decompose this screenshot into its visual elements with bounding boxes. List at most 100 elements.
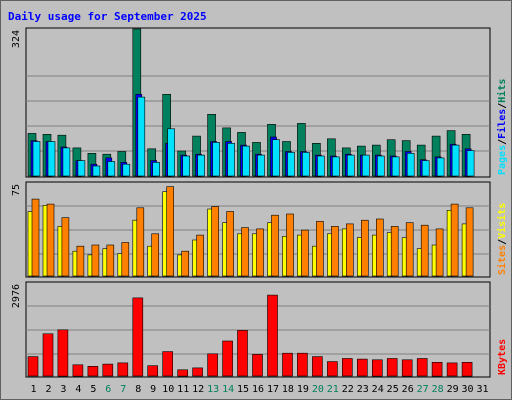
x-tick-label-19: 19 — [297, 384, 309, 395]
x-tick-label-8: 8 — [135, 384, 141, 395]
bar-kbytes-12 — [192, 367, 203, 377]
bar-sites-18 — [286, 213, 294, 277]
x-tick-label-12: 12 — [192, 384, 204, 395]
bar-sites-9 — [151, 233, 159, 277]
bar-pages-4 — [77, 160, 86, 177]
bar-pages-9 — [152, 162, 160, 177]
bar-kbytes-13 — [207, 353, 218, 377]
bar-pages-15 — [242, 145, 250, 177]
x-tick-label-2: 2 — [45, 384, 51, 395]
bar-sites-15 — [241, 227, 249, 277]
y-max-label: 75 — [11, 184, 22, 196]
bar-kbytes-23 — [356, 358, 368, 377]
x-tick-labels: 1 2 3 4 5 6 7 8 9 10 11 12 13 14 15 16 17 18 19 20 21 22 23 24 2… — [30, 384, 488, 395]
bar-sites-2 — [46, 203, 55, 277]
bar-sites-3 — [61, 217, 70, 277]
legend-item: Sites — [496, 245, 508, 275]
x-tick-label-28: 28 — [432, 384, 444, 395]
x-tick-label-4: 4 — [75, 384, 81, 395]
bar-sites-30 — [465, 207, 474, 277]
legend-item: / — [497, 103, 508, 109]
bar-pages-24 — [376, 155, 385, 177]
bar-sites-29 — [450, 203, 459, 277]
x-tick-label-10: 10 — [162, 384, 174, 395]
bar-sites-8 — [136, 207, 145, 277]
bar-kbytes-17 — [267, 294, 278, 377]
bar-kbytes-24 — [371, 359, 383, 377]
bar-sites-21 — [331, 226, 339, 277]
bar-kbytes-21 — [327, 361, 338, 377]
bar-sites-16 — [256, 228, 264, 277]
bar-pages-23 — [361, 154, 370, 177]
bar-sites-4 — [76, 245, 85, 277]
x-tick-label-26: 26 — [402, 384, 414, 395]
legend-hits_files_pages: Pages/Files/Hits — [496, 79, 508, 175]
bar-sites-11 — [181, 250, 189, 277]
bar-kbytes-3 — [57, 329, 69, 377]
bar-pages-10 — [167, 128, 175, 177]
bar-pages-21 — [332, 156, 340, 177]
bar-pages-17 — [272, 139, 280, 177]
bar-sites-17 — [271, 214, 279, 277]
bar-pages-18 — [287, 152, 295, 177]
bar-pages-25 — [391, 156, 400, 177]
bar-pages-6 — [107, 161, 116, 177]
bar-pages-30 — [466, 150, 475, 177]
bar-pages-12 — [197, 154, 205, 177]
legend-item: / — [497, 139, 508, 145]
x-tick-label-29: 29 — [447, 384, 459, 395]
bar-sites-7 — [121, 242, 130, 277]
bar-pages-27 — [421, 160, 430, 177]
bar-sites-22 — [345, 223, 354, 277]
bar-sites-14 — [226, 211, 234, 277]
bar-kbytes-8 — [132, 297, 144, 377]
legend-item: Files — [496, 109, 508, 139]
bar-kbytes-4 — [72, 364, 84, 377]
panel-kbytes: 2976 KBytes — [11, 281, 508, 378]
bar-kbytes-18 — [282, 352, 293, 377]
bar-kbytes-5 — [87, 365, 99, 377]
x-tick-label-6: 6 — [105, 384, 111, 395]
bar-pages-19 — [302, 152, 310, 177]
bar-pages-13 — [212, 142, 220, 177]
bar-kbytes-1 — [27, 356, 39, 377]
legend-item: Pages — [497, 145, 508, 175]
bar-kbytes-9 — [147, 365, 158, 377]
x-tick-label-16: 16 — [252, 384, 264, 395]
x-tick-label-11: 11 — [177, 384, 189, 395]
bar-kbytes-7 — [117, 362, 129, 377]
x-tick-label-13: 13 — [207, 384, 219, 395]
x-tick-label-30: 30 — [461, 384, 473, 395]
bar-sites-28 — [435, 228, 444, 277]
bar-kbytes-15 — [237, 330, 248, 377]
x-tick-label-3: 3 — [60, 384, 66, 395]
bar-sites-5 — [91, 244, 100, 277]
bar-sites-1 — [31, 198, 40, 277]
bar-pages-11 — [182, 155, 190, 177]
bar-pages-22 — [346, 154, 355, 177]
legend-item: Visits — [496, 203, 508, 239]
bar-sites-19 — [301, 229, 309, 277]
bar-sites-25 — [390, 226, 399, 277]
bar-sites-23 — [360, 219, 369, 277]
x-tick-label-14: 14 — [222, 384, 234, 395]
bar-pages-14 — [227, 143, 235, 177]
bar-kbytes-10 — [162, 351, 173, 377]
x-tick-label-15: 15 — [237, 384, 249, 395]
x-tick-label-1: 1 — [30, 384, 36, 395]
bar-kbytes-6 — [102, 363, 114, 377]
bar-pages-7 — [122, 163, 131, 177]
bar-sites-13 — [211, 206, 219, 277]
bar-kbytes-22 — [341, 358, 353, 377]
x-tick-label-27: 27 — [417, 384, 429, 395]
x-tick-label-31: 31 — [476, 384, 488, 395]
y-max-label: 2976 — [11, 284, 22, 308]
bar-kbytes-26 — [401, 359, 413, 377]
bar-sites-26 — [405, 222, 414, 277]
bar-pages-16 — [257, 154, 265, 177]
bar-pages-8 — [137, 96, 146, 177]
bar-kbytes-20 — [312, 356, 323, 377]
